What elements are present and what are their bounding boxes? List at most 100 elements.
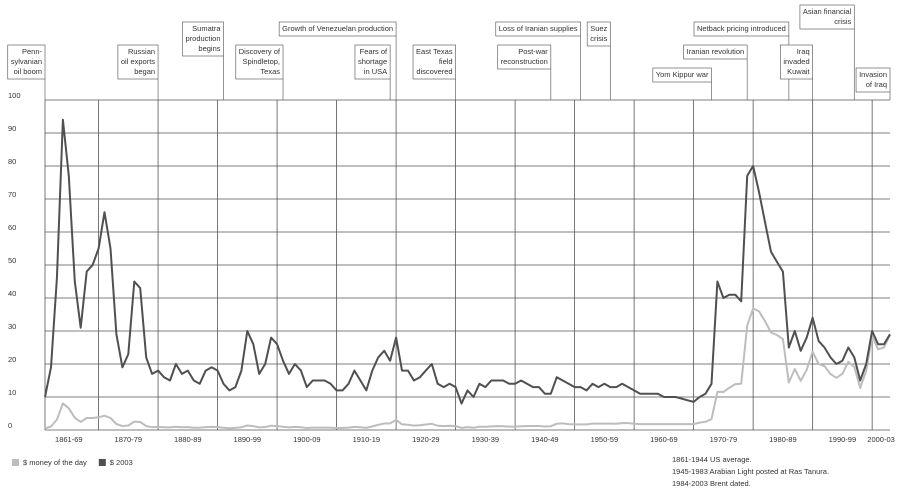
y-tick-label: 100 <box>8 91 21 100</box>
note: 1861-1944 US average. <box>672 455 752 464</box>
y-tick-label: 90 <box>8 124 16 133</box>
annotation-box <box>117 44 159 80</box>
y-tick-label: 80 <box>8 157 16 166</box>
annotation-text: shortage <box>358 57 387 66</box>
annotation: Growth of Venezuelan production <box>278 21 397 100</box>
annotation-text: reconstruction <box>501 57 548 66</box>
annotation-text: Kuwait <box>787 67 810 76</box>
legend-label: $ 2003 <box>110 458 133 467</box>
annotation-box <box>652 67 712 83</box>
annotation-box <box>855 67 891 93</box>
annotation-text: Growth of Venezuelan production <box>282 24 393 33</box>
y-tick-label: 30 <box>8 322 16 331</box>
note: 1984-2003 Brent dated. <box>672 479 751 488</box>
x-tick-label: 2000-03 <box>867 435 895 444</box>
annotation-text: discovered <box>416 67 452 76</box>
annotation-text: crisis <box>590 34 607 43</box>
annotation-box <box>7 44 46 80</box>
x-tick-label: 1980-89 <box>769 435 797 444</box>
annotation: Netback pricing introduced <box>693 21 790 100</box>
annotation-text: invaded <box>783 57 809 66</box>
y-tick-label: 60 <box>8 223 16 232</box>
annotation-box <box>354 44 391 80</box>
annotation-text: Fears of <box>360 47 388 56</box>
annotation-text: crisis <box>834 17 851 26</box>
annotation-text: Sumatra <box>192 24 221 33</box>
annotation-text: began <box>134 67 155 76</box>
annotation-box <box>495 21 581 37</box>
annotation-text: Iranian revolution <box>687 47 745 56</box>
legend-label: $ money of the day <box>23 458 87 467</box>
annotation-box <box>412 44 456 80</box>
annotation-text: oil boom <box>14 67 42 76</box>
series-line <box>44 307 891 430</box>
annotation-text: Loss of Iranian supplies <box>499 24 578 33</box>
x-tick-label: 1880-89 <box>174 435 202 444</box>
x-tick-label: 1970-79 <box>710 435 738 444</box>
annotation-box <box>683 44 748 60</box>
annotation-text: Penn- <box>22 47 43 56</box>
annotation-text: Invasion <box>859 70 887 79</box>
annotation: Iranian revolution <box>683 44 748 100</box>
x-tick-label: 1940-49 <box>531 435 559 444</box>
x-tick-label: 1890-99 <box>234 435 262 444</box>
y-tick-label: 40 <box>8 289 16 298</box>
annotation-text: oil exports <box>121 57 155 66</box>
x-tick-label: 1990-99 <box>829 435 857 444</box>
y-tick-label: 50 <box>8 256 16 265</box>
annotation-text: Iraq <box>797 47 810 56</box>
annotation-text: sylvanian <box>11 57 42 66</box>
annotation-text: of Iraq <box>866 80 887 89</box>
annotation-text: Texas <box>260 67 280 76</box>
annotation-text: Discovery of <box>239 47 281 56</box>
annotation-text: Asian financial <box>803 7 852 16</box>
annotation-text: Post-war <box>518 47 548 56</box>
x-tick-label: 1950-59 <box>591 435 619 444</box>
annotation-box <box>278 21 397 37</box>
annotation-box <box>497 44 552 70</box>
annotation-box <box>586 21 611 47</box>
annotation-text: field <box>439 57 453 66</box>
x-tick-label: 1861-69 <box>55 435 83 444</box>
x-tick-label: 1930-39 <box>472 435 500 444</box>
y-tick-label: 0 <box>8 421 12 430</box>
annotation-text: Spindletop, <box>242 57 280 66</box>
x-tick-label: 1900-09 <box>293 435 321 444</box>
annotation: Loss of Iranian supplies <box>495 21 581 100</box>
annotation-text: East Texas <box>416 47 453 56</box>
y-tick-label: 10 <box>8 388 16 397</box>
annotation-text: Netback pricing introduced <box>697 24 786 33</box>
note: 1945-1983 Arabian Light posted at Ras Ta… <box>672 467 829 476</box>
annotation-text: production <box>185 34 220 43</box>
legend-swatch <box>98 459 106 466</box>
x-tick-label: 1960-69 <box>650 435 678 444</box>
annotation-box <box>780 44 813 80</box>
x-tick-label: 1920-29 <box>412 435 440 444</box>
annotation-text: Yom Kippur war <box>656 70 709 79</box>
annotation-text: in USA <box>364 67 387 76</box>
y-tick-label: 70 <box>8 190 16 199</box>
annotation-box <box>235 44 284 80</box>
x-tick-label: 1870-79 <box>115 435 143 444</box>
annotation-box <box>693 21 790 37</box>
annotation-text: Suez <box>590 24 607 33</box>
annotation-box <box>182 21 224 57</box>
legend-swatch <box>12 459 19 466</box>
series-line <box>44 118 891 405</box>
annotation-text: begins <box>198 44 220 53</box>
annotation-text: Russian <box>128 47 155 56</box>
x-tick-label: 1910-19 <box>353 435 381 444</box>
y-tick-label: 20 <box>8 355 16 364</box>
